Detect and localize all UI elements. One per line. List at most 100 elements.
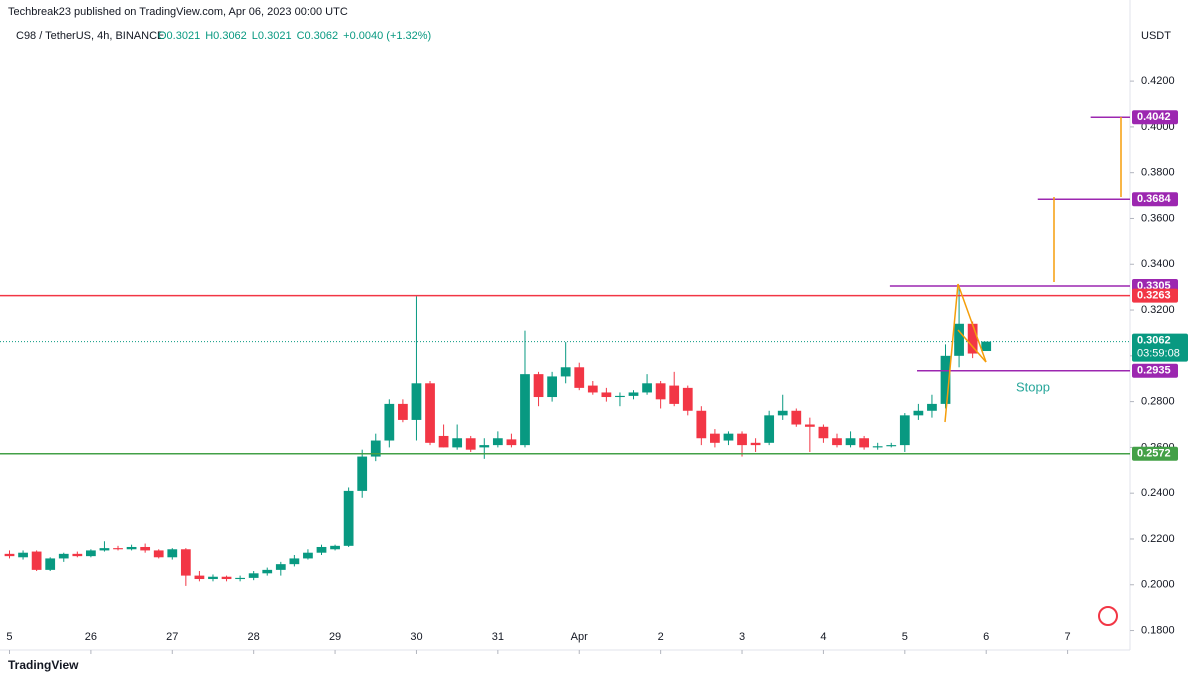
level-label: 0.4042	[1137, 111, 1171, 123]
x-tick-label: 5	[902, 631, 908, 643]
candle-body	[479, 445, 490, 448]
level-label: 0.3684	[1137, 193, 1172, 205]
candle-body	[832, 438, 842, 446]
candle-body	[818, 426, 829, 439]
level-label-box	[1132, 110, 1178, 125]
drawings	[944, 117, 1122, 423]
candle-body	[872, 446, 883, 448]
candle-body	[560, 367, 571, 377]
candle-body	[791, 410, 802, 425]
y-tick-label: 0.3200	[1141, 304, 1175, 316]
x-tick-label: 28	[248, 631, 260, 643]
x-tick-label: 7	[1065, 631, 1071, 643]
candle-body	[330, 545, 340, 550]
candle-body	[940, 355, 951, 404]
candle-body	[289, 558, 300, 565]
candle-body	[927, 403, 937, 411]
x-tick-label: 27	[166, 631, 178, 643]
y-tick-label: 0.4000	[1141, 121, 1175, 133]
y-tick-label: 0.2200	[1141, 533, 1175, 545]
flag-icon	[1098, 606, 1118, 626]
candle-body	[126, 546, 137, 550]
candle-body	[275, 564, 286, 570]
candle-body	[655, 383, 666, 400]
x-tick-label: 4	[820, 631, 826, 643]
candle-body	[506, 439, 517, 446]
candle-body	[221, 576, 232, 580]
y-tick-label: 0.4200	[1141, 75, 1175, 87]
y-tick-label: 0.2400	[1141, 487, 1175, 499]
currency: USDT	[1141, 30, 1171, 42]
symbol: C98 / TetherUS, 4h, BINANCE	[16, 30, 164, 42]
candle-body	[520, 374, 530, 446]
y-tick-label: 0.3600	[1141, 212, 1175, 224]
candle-body	[981, 341, 992, 352]
last-price-box	[1132, 333, 1188, 362]
x-tick-label: Apr	[571, 631, 588, 643]
pattern-line	[957, 329, 987, 363]
candle-body	[804, 424, 815, 427]
candle-body	[72, 553, 83, 557]
candle-body	[682, 387, 693, 411]
ohlc-value: O0.3021	[158, 30, 200, 42]
candle-body	[45, 558, 56, 570]
candle-body	[574, 367, 585, 388]
candle-body	[899, 415, 910, 446]
y-tick-label: 0.3400	[1141, 258, 1175, 270]
candle-body	[642, 383, 652, 393]
candle-body	[370, 440, 381, 457]
x-tick-label: 3	[739, 631, 745, 643]
level-label: 0.3263	[1137, 290, 1171, 302]
candle-body	[764, 415, 775, 443]
level-label-box	[1132, 192, 1178, 207]
candle-body	[628, 392, 639, 396]
candle-body	[615, 395, 625, 398]
candle-body	[750, 442, 761, 446]
level-label-box	[1132, 446, 1178, 461]
candle-body	[357, 456, 368, 491]
annotation: Stopp	[1016, 379, 1050, 394]
candle-body	[492, 438, 503, 446]
candle-body	[696, 410, 707, 439]
candle-body	[601, 392, 612, 398]
candle-body	[343, 490, 354, 546]
last-price-label: 0.3062	[1137, 335, 1171, 347]
candle-body	[384, 403, 395, 441]
pattern-line	[957, 283, 987, 363]
level-label-box	[1132, 288, 1178, 303]
countdown: 03:59:08	[1137, 348, 1180, 360]
candle-body	[438, 435, 449, 448]
candle-body	[303, 552, 313, 559]
candle-body	[398, 403, 408, 420]
candle-body	[710, 433, 720, 443]
candle-body	[465, 438, 476, 450]
plot-area	[0, 116, 1130, 586]
x-tick-label: 2	[658, 631, 664, 643]
candle-body	[587, 385, 598, 393]
candle-body	[425, 383, 435, 443]
x-tick-label: 5	[6, 631, 12, 643]
pattern-line	[944, 283, 959, 423]
candle-body	[113, 548, 123, 550]
x-tick-label: 31	[492, 631, 504, 643]
x-tick-label: 6	[983, 631, 989, 643]
candle-body	[316, 546, 327, 553]
level-label: 0.2572	[1137, 448, 1171, 460]
ohlc-value: +0.0040 (+1.32%)	[343, 30, 431, 42]
candle-body	[886, 445, 897, 447]
candle-body	[194, 575, 205, 580]
candle-body	[777, 410, 788, 416]
candle-body	[153, 550, 164, 558]
candle-body	[411, 383, 422, 420]
candle-body	[967, 323, 978, 354]
candle-body	[913, 410, 924, 416]
candle-body	[99, 548, 110, 551]
candle-body	[737, 433, 747, 446]
candle-body	[31, 551, 42, 570]
x-tick-label: 26	[85, 631, 97, 643]
ohlc-value: H0.3062	[205, 30, 247, 42]
publisher: Techbreak23 published on TradingView.com…	[8, 6, 348, 18]
candle-body	[18, 552, 28, 558]
